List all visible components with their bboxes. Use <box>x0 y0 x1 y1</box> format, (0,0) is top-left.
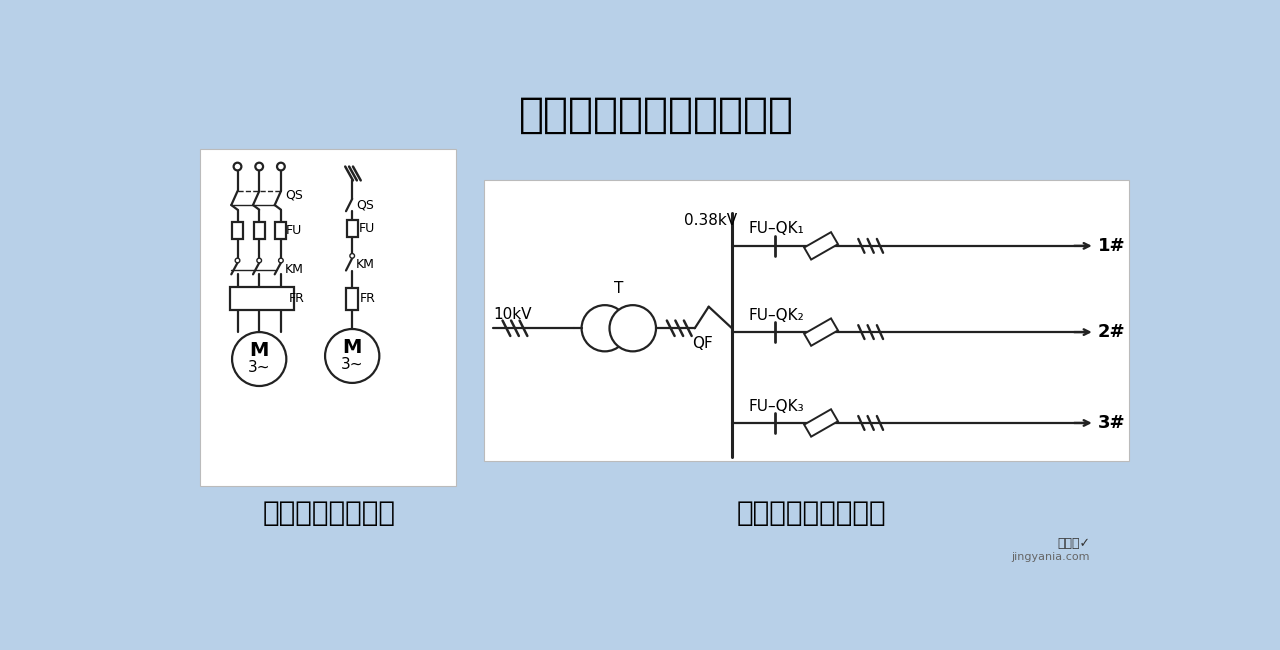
Circle shape <box>609 305 657 352</box>
Circle shape <box>325 329 379 383</box>
Circle shape <box>232 332 287 386</box>
Text: FR: FR <box>360 292 376 306</box>
Text: FU–QK₂: FU–QK₂ <box>749 307 805 322</box>
Text: QS: QS <box>284 188 302 202</box>
Text: QF: QF <box>692 336 713 351</box>
Circle shape <box>276 162 284 170</box>
Bar <box>275 222 287 239</box>
Circle shape <box>236 258 239 263</box>
Text: 3~: 3~ <box>340 357 364 372</box>
Text: jingyania.com: jingyania.com <box>1011 552 1091 562</box>
Circle shape <box>234 162 242 170</box>
Text: 电动机供电系统图: 电动机供电系统图 <box>262 499 396 527</box>
Bar <box>484 179 1129 462</box>
Text: 经验啦✓: 经验啦✓ <box>1057 538 1091 551</box>
Text: 3#: 3# <box>1098 414 1125 432</box>
Text: FU: FU <box>360 222 375 235</box>
Circle shape <box>257 258 261 263</box>
Text: 用一般符号表示的系统图: 用一般符号表示的系统图 <box>518 94 794 136</box>
Text: 0.38kV: 0.38kV <box>684 213 737 228</box>
Text: FU: FU <box>285 224 302 237</box>
Text: QS: QS <box>356 198 374 211</box>
Text: 3~: 3~ <box>248 360 270 375</box>
Text: FU–QK₃: FU–QK₃ <box>749 398 805 413</box>
Bar <box>347 220 357 237</box>
Bar <box>804 232 838 259</box>
Text: T: T <box>614 281 623 296</box>
Circle shape <box>581 305 628 352</box>
Bar <box>346 288 358 310</box>
Circle shape <box>255 162 264 170</box>
Circle shape <box>349 254 355 258</box>
Circle shape <box>279 258 283 263</box>
Text: KM: KM <box>356 258 375 271</box>
Text: 2#: 2# <box>1098 323 1125 341</box>
Bar <box>253 222 265 239</box>
Bar <box>200 149 456 486</box>
Text: KM: KM <box>284 263 303 276</box>
Text: M: M <box>343 338 362 357</box>
Text: 某变电所供电系统图: 某变电所供电系统图 <box>736 499 886 527</box>
Text: FR: FR <box>289 292 305 305</box>
Text: FU–QK₁: FU–QK₁ <box>749 222 805 237</box>
Bar <box>229 287 294 310</box>
Text: 10kV: 10kV <box>493 307 531 322</box>
Bar <box>804 410 838 437</box>
Bar <box>804 318 838 346</box>
Text: 1#: 1# <box>1098 237 1125 255</box>
Bar <box>232 222 243 239</box>
Text: M: M <box>250 341 269 360</box>
